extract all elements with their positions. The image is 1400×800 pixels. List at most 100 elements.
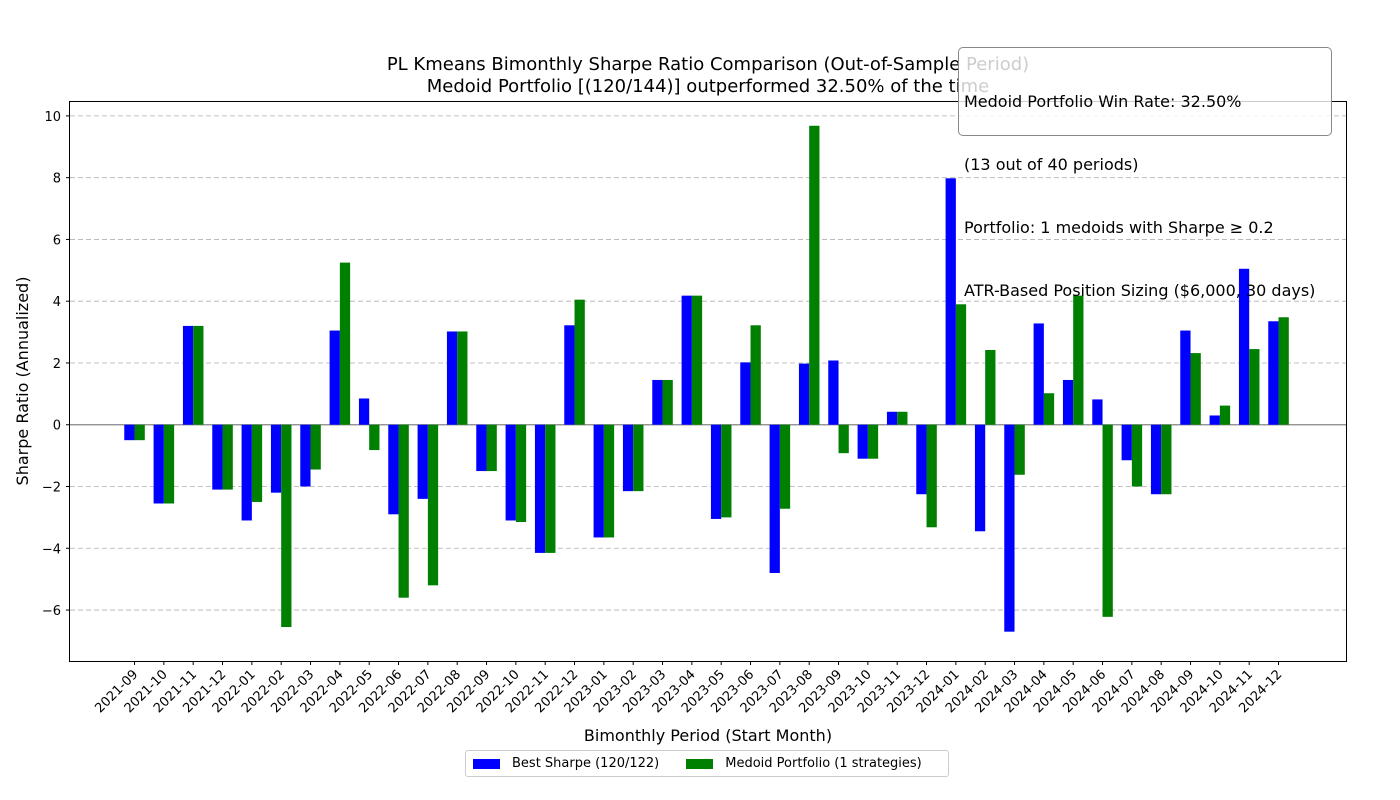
bar-best-sharpe [681, 295, 692, 425]
y-tick-label: 2 [53, 357, 61, 372]
x-axis-label: Bimonthly Period (Start Month) [584, 726, 832, 745]
annotation-line: Medoid Portfolio Win Rate: 32.50% [964, 92, 1242, 111]
bar-best-sharpe [476, 424, 487, 472]
bar-medoid-portfolio [398, 424, 409, 598]
bar-best-sharpe [916, 424, 927, 495]
bar-medoid-portfolio [897, 411, 908, 425]
bar-medoid-portfolio [867, 424, 879, 459]
win-rate-annotation-box [958, 47, 1332, 136]
bar-best-sharpe [1238, 268, 1250, 425]
bar-medoid-portfolio [809, 125, 820, 425]
bar-best-sharpe [300, 424, 311, 487]
bar-best-sharpe [564, 325, 575, 425]
bar-medoid-portfolio [750, 325, 761, 425]
bar-medoid-portfolio [457, 331, 468, 425]
bar-best-sharpe [1268, 321, 1279, 425]
x-axis-ticks: 2021-092021-102021-112021-122022-012022-… [92, 661, 1285, 716]
bar-best-sharpe [828, 360, 839, 425]
bar-best-sharpe [1180, 330, 1191, 425]
bar-best-sharpe [798, 363, 810, 425]
annotation-line: ATR-Based Position Sizing ($6,000, 30 da… [964, 281, 1316, 300]
bar-medoid-portfolio [486, 424, 497, 472]
y-axis-label: Sharpe Ratio (Annualized) [13, 277, 32, 486]
bar-medoid-portfolio [779, 424, 791, 509]
annotation-line: Portfolio: 1 medoids with Sharpe ≥ 0.2 [964, 218, 1274, 237]
bar-best-sharpe [182, 325, 194, 425]
bar-best-sharpe [505, 424, 516, 521]
bar-best-sharpe [1004, 424, 1015, 632]
legend-item-best-sharpe: Best Sharpe (120/122) [473, 756, 659, 771]
bar-medoid-portfolio [985, 349, 996, 425]
plot-frame [69, 101, 1347, 662]
bar-medoid-portfolio [515, 424, 527, 523]
win-rate-annotation: Medoid Portfolio Win Rate: 32.50% (13 ou… [964, 49, 1315, 322]
bar-medoid-portfolio [838, 424, 849, 454]
bar-medoid-portfolio [926, 424, 937, 528]
bar-best-sharpe [740, 362, 751, 425]
bar-medoid-portfolio [222, 424, 233, 490]
bar-best-sharpe [212, 424, 223, 490]
bar-medoid-portfolio [1161, 424, 1172, 495]
bar-best-sharpe [534, 424, 546, 553]
y-tick-label: −6 [42, 604, 61, 619]
bar-best-sharpe [1121, 424, 1132, 461]
bar-best-sharpe [857, 424, 868, 459]
bar-best-sharpe [124, 424, 135, 441]
chart-subtitle: Medoid Portfolio [(120/144)] outperforme… [427, 76, 989, 97]
bar-medoid-portfolio [1073, 295, 1084, 425]
y-tick-label: −2 [42, 481, 61, 496]
bar-best-sharpe [769, 424, 780, 573]
legend-label: Best Sharpe (120/122) [512, 756, 660, 771]
bar-best-sharpe [388, 424, 399, 515]
bar-best-sharpe [886, 411, 898, 425]
bar-best-sharpe [270, 424, 282, 493]
bar-medoid-portfolio [1043, 393, 1055, 425]
bar-best-sharpe [710, 424, 722, 519]
bar-best-sharpe [358, 398, 370, 425]
bar-best-sharpe [593, 424, 604, 538]
bar-medoid-portfolio [955, 304, 967, 425]
bar-medoid-portfolio [1190, 353, 1201, 425]
bar-best-sharpe [446, 331, 458, 425]
bar-medoid-portfolio [339, 262, 351, 425]
bar-best-sharpe [1209, 415, 1220, 425]
bar-medoid-portfolio [134, 424, 145, 441]
bar-medoid-portfolio [545, 424, 556, 553]
bar-medoid-portfolio [662, 379, 673, 425]
y-tick-label: 0 [53, 419, 61, 434]
bar-medoid-portfolio [1102, 424, 1113, 617]
bar-best-sharpe [974, 424, 986, 532]
bar-medoid-portfolio [1249, 349, 1260, 425]
bar-best-sharpe [1150, 424, 1162, 495]
bar-medoid-portfolio [1131, 424, 1143, 487]
legend-swatch-blue [473, 758, 500, 769]
bar-medoid-portfolio [193, 325, 204, 425]
legend-swatch-green [686, 758, 714, 769]
legend-item-medoid: Medoid Portfolio (1 strategies) [686, 756, 922, 771]
bars-group [124, 125, 1289, 632]
bar-best-sharpe [329, 330, 340, 425]
bar-medoid-portfolio [721, 424, 732, 518]
y-tick-label: 10 [44, 110, 61, 125]
bar-medoid-portfolio [574, 299, 585, 425]
bar-best-sharpe [652, 379, 663, 425]
chart-title: PL Kmeans Bimonthly Sharpe Ratio Compari… [387, 54, 1029, 75]
bar-medoid-portfolio [603, 424, 615, 538]
bar-best-sharpe [241, 424, 252, 521]
y-tick-label: 8 [53, 172, 61, 187]
bar-medoid-portfolio [281, 424, 292, 628]
bar-best-sharpe [417, 424, 428, 499]
bar-medoid-portfolio [163, 424, 175, 504]
bar-best-sharpe [153, 424, 164, 504]
bar-medoid-portfolio [427, 424, 439, 586]
y-tick-label: 6 [53, 233, 61, 248]
y-tick-label: 4 [53, 295, 61, 310]
bar-medoid-portfolio [369, 424, 380, 451]
bar-best-sharpe [1033, 323, 1044, 425]
bar-best-sharpe [622, 424, 634, 492]
bar-best-sharpe [1092, 399, 1103, 425]
bar-medoid-portfolio [1014, 424, 1025, 475]
bar-medoid-portfolio [251, 424, 263, 502]
bar-medoid-portfolio [1219, 405, 1231, 425]
